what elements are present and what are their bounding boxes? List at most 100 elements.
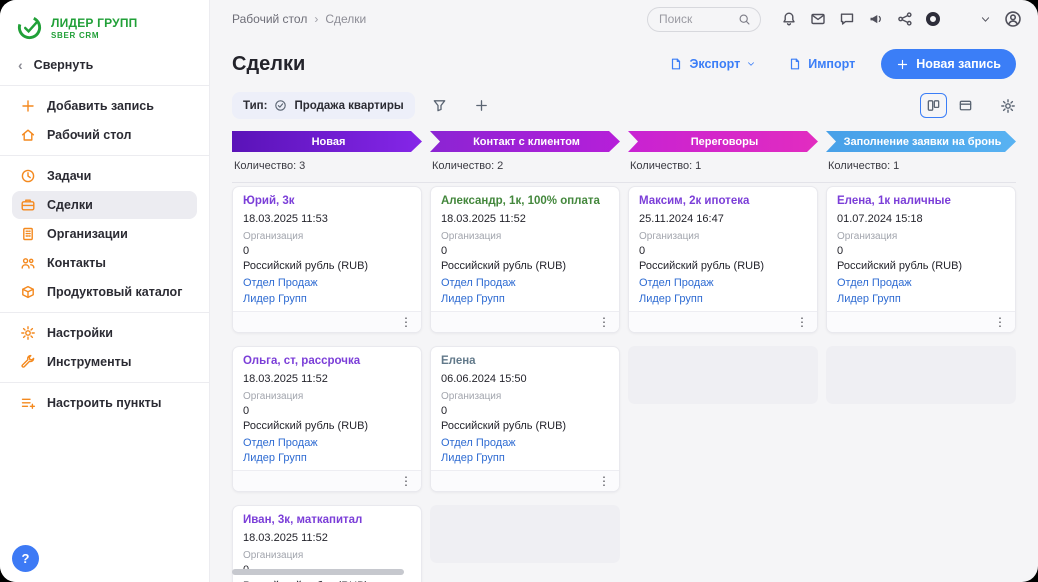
add-filter-button[interactable]	[474, 98, 489, 113]
clock-icon	[20, 168, 36, 184]
record-icon[interactable]	[926, 12, 940, 26]
catalog-icon	[20, 284, 36, 300]
search-input[interactable]	[657, 11, 732, 27]
new-record-label: Новая запись	[916, 57, 1001, 71]
import-button[interactable]: Импорт	[782, 56, 861, 72]
sidebar-item-label: Рабочий стол	[47, 128, 131, 142]
sidebar-item-label: Продуктовый каталог	[47, 285, 182, 299]
collapse-label: Свернуть	[34, 58, 94, 72]
column-header: Заполнение заявки на бронь	[826, 131, 1016, 152]
new-record-button[interactable]: Новая запись	[881, 49, 1016, 79]
breadcrumb-item-current: Сделки	[325, 12, 366, 26]
column-count: Количество: 2	[432, 160, 620, 174]
card-title: Максим, 2к ипотека	[639, 195, 807, 209]
card-department-link[interactable]: Отдел Продаж	[837, 277, 1005, 290]
card-company-link[interactable]: Лидер Групп	[639, 293, 807, 306]
card-company-link[interactable]: Лидер Групп	[441, 452, 609, 465]
view-toggle-kanban[interactable]	[920, 93, 947, 118]
card-menu-button[interactable]: ⋮	[598, 316, 610, 328]
sidebar-item-tools[interactable]: Инструменты	[12, 348, 197, 376]
filter-toolbar: Тип: Продажа квартиры	[232, 92, 1016, 119]
card-company-link[interactable]: Лидер Групп	[837, 293, 1005, 306]
header-icons	[781, 10, 1022, 28]
sidebar-item-add-record[interactable]: Добавить запись	[12, 92, 197, 120]
screen: ЛИДЕР ГРУПП SBER CRM ‹ Свернуть Добавить…	[0, 0, 1038, 582]
card-date: 01.07.2024 15:18	[837, 213, 1005, 226]
deal-card[interactable]: Александр, 1к, 100% оплата 18.03.2025 11…	[430, 186, 620, 333]
mail-icon[interactable]	[810, 11, 826, 27]
page-actions: Экспорт Импорт Новая запись	[663, 49, 1016, 79]
card-department-link[interactable]: Отдел Продаж	[441, 437, 609, 450]
brand: ЛИДЕР ГРУПП SBER CRM	[12, 12, 197, 51]
card-department-link[interactable]: Отдел Продаж	[243, 277, 411, 290]
sidebar-item-organizations[interactable]: Организации	[12, 220, 197, 248]
column-count: Количество: 1	[828, 160, 1016, 174]
column-cards: Юрий, 3к 18.03.2025 11:53 Организация 0 …	[232, 186, 422, 582]
chat-icon[interactable]	[839, 11, 855, 27]
card-placeholder	[826, 346, 1016, 404]
card-footer: ⋮	[233, 470, 421, 491]
board-settings-button[interactable]	[1000, 98, 1016, 114]
breadcrumb-item[interactable]: Рабочий стол	[232, 12, 307, 26]
menu-settings-icon	[20, 395, 36, 411]
sidebar-item-contacts[interactable]: Контакты	[12, 249, 197, 277]
sidebar-item-deals[interactable]: Сделки	[12, 191, 197, 219]
card-menu-button[interactable]: ⋮	[796, 316, 808, 328]
sidebar-item-menu-config[interactable]: Настроить пункты	[12, 389, 197, 417]
collapse-sidebar-button[interactable]: ‹ Свернуть	[12, 51, 197, 79]
sidebar-item-catalog[interactable]: Продуктовый каталог	[12, 278, 197, 306]
kanban-column: Заполнение заявки на броньКоличество: 1 …	[826, 131, 1016, 582]
card-department-link[interactable]: Отдел Продаж	[441, 277, 609, 290]
document-icon	[788, 57, 802, 71]
card-org-label: Организация	[441, 391, 609, 403]
search-icon	[738, 13, 751, 26]
chevron-down-icon[interactable]	[980, 14, 991, 25]
deal-card[interactable]: Елена, 1к наличные 01.07.2024 15:18 Орга…	[826, 186, 1016, 333]
deal-card[interactable]: Юрий, 3к 18.03.2025 11:53 Организация 0 …	[232, 186, 422, 333]
divider	[0, 312, 209, 313]
filter-funnel-icon[interactable]	[432, 98, 447, 113]
card-date: 18.03.2025 11:52	[243, 373, 411, 386]
card-currency: Российский рубль (RUB)	[441, 420, 609, 433]
card-company-link[interactable]: Лидер Групп	[243, 452, 411, 465]
app-window: ЛИДЕР ГРУПП SBER CRM ‹ Свернуть Добавить…	[0, 0, 1038, 582]
scrollbar-thumb[interactable]	[232, 569, 404, 575]
card-menu-button[interactable]: ⋮	[994, 316, 1006, 328]
card-menu-button[interactable]: ⋮	[400, 316, 412, 328]
megaphone-icon[interactable]	[868, 11, 884, 27]
help-button[interactable]: ?	[12, 545, 39, 572]
card-menu-button[interactable]: ⋮	[400, 475, 412, 487]
deal-card[interactable]: Елена 06.06.2024 15:50 Организация 0 Рос…	[430, 346, 620, 493]
divider	[0, 85, 209, 86]
card-title: Елена	[441, 355, 609, 369]
deal-card[interactable]: Максим, 2к ипотека 25.11.2024 16:47 Орга…	[628, 186, 818, 333]
card-org-value: 0	[639, 245, 807, 258]
content: Сделки Экспорт Импорт	[210, 38, 1038, 582]
card-title: Юрий, 3к	[243, 195, 411, 209]
card-org-label: Организация	[243, 231, 411, 243]
column-cards: Елена, 1к наличные 01.07.2024 15:18 Орга…	[826, 186, 1016, 404]
card-company-link[interactable]: Лидер Групп	[243, 293, 411, 306]
tools-icon	[20, 354, 36, 370]
filter-type-label: Тип:	[243, 100, 267, 112]
export-button[interactable]: Экспорт	[663, 56, 762, 72]
integrations-icon[interactable]	[897, 11, 913, 27]
deal-card[interactable]: Ольга, ст, рассрочка 18.03.2025 11:52 Ор…	[232, 346, 422, 493]
card-department-link[interactable]: Отдел Продаж	[243, 437, 411, 450]
profile-icon[interactable]	[1004, 10, 1022, 28]
brand-subtitle: SBER CRM	[51, 31, 138, 40]
bell-icon[interactable]	[781, 11, 797, 27]
card-title: Елена, 1к наличные	[837, 195, 1005, 209]
column-count: Количество: 3	[234, 160, 422, 174]
sidebar-item-tasks[interactable]: Задачи	[12, 162, 197, 190]
view-toggle-list[interactable]	[952, 93, 979, 118]
page-title: Сделки	[232, 53, 305, 76]
card-menu-button[interactable]: ⋮	[598, 475, 610, 487]
card-org-label: Организация	[837, 231, 1005, 243]
card-company-link[interactable]: Лидер Групп	[441, 293, 609, 306]
sidebar-item-settings[interactable]: Настройки	[12, 319, 197, 347]
sidebar-item-desktop[interactable]: Рабочий стол	[12, 121, 197, 149]
search-box[interactable]	[647, 7, 761, 32]
card-department-link[interactable]: Отдел Продаж	[639, 277, 807, 290]
filter-type-chip[interactable]: Тип: Продажа квартиры	[232, 92, 415, 119]
